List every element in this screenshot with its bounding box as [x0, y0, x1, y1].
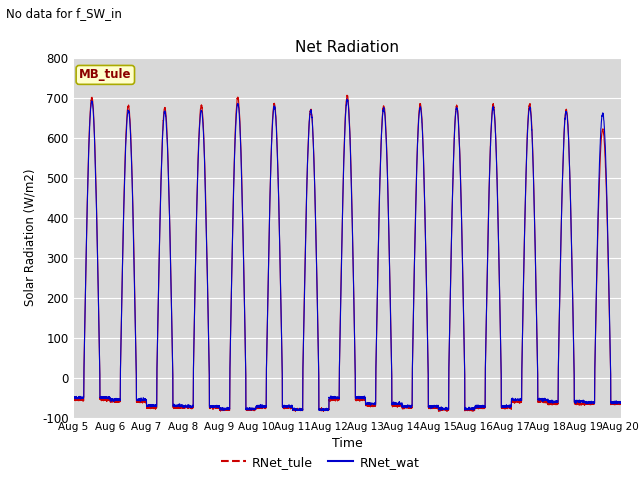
RNet_wat: [344, 96, 351, 102]
Line: RNet_tule: RNet_tule: [74, 95, 621, 411]
Text: No data for f_SW_in: No data for f_SW_in: [6, 7, 122, 20]
RNet_tule: [327, 397, 335, 403]
RNet_tule: [616, 400, 624, 406]
Text: MB_tule: MB_tule: [79, 68, 132, 82]
RNet_wat: [617, 400, 625, 406]
RNet_wat: [327, 393, 335, 399]
Line: RNet_wat: RNet_wat: [74, 99, 621, 411]
RNet_wat: [321, 408, 329, 414]
RNet_tule: [617, 401, 625, 407]
RNet_wat: [440, 406, 447, 412]
RNet_tule: [70, 396, 77, 402]
Title: Net Radiation: Net Radiation: [295, 40, 399, 55]
RNet_tule: [501, 406, 509, 412]
RNet_tule: [443, 408, 451, 414]
RNet_wat: [168, 326, 176, 332]
RNet_wat: [616, 400, 624, 406]
Legend: RNet_tule, RNet_wat: RNet_tule, RNet_wat: [216, 451, 424, 474]
RNet_tule: [343, 92, 351, 98]
X-axis label: Time: Time: [332, 437, 363, 450]
RNet_tule: [168, 326, 176, 332]
Y-axis label: Solar Radiation (W/m2): Solar Radiation (W/m2): [24, 169, 36, 306]
RNet_wat: [470, 406, 478, 412]
RNet_wat: [501, 404, 509, 410]
RNet_tule: [470, 407, 478, 413]
RNet_wat: [70, 395, 77, 400]
RNet_tule: [440, 407, 447, 413]
